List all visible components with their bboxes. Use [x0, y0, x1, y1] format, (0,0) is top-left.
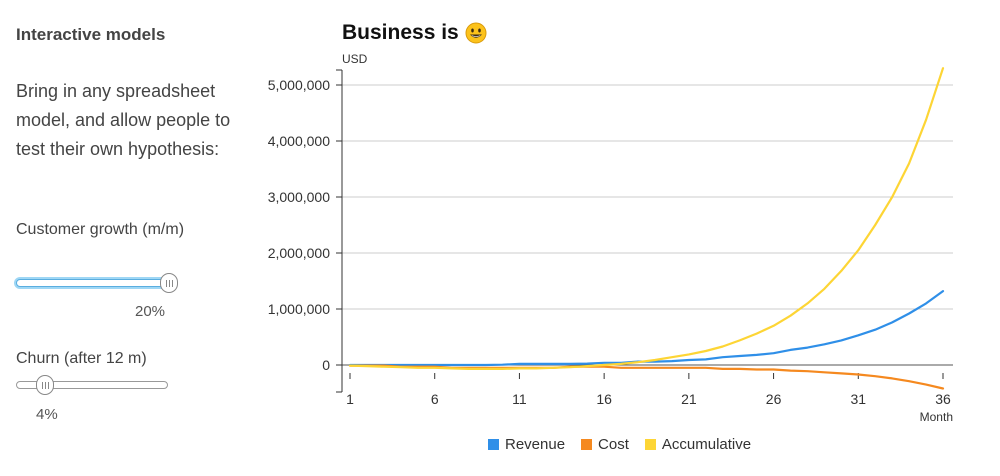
legend-swatch — [581, 439, 593, 450]
x-tick-label: 6 — [431, 391, 439, 407]
growth-slider-label: Customer growth (m/m) — [16, 221, 185, 238]
x-tick-label: 16 — [596, 391, 612, 407]
description-text: Bring in any spreadsheet model, and allo… — [16, 81, 231, 159]
x-tick-label: 11 — [512, 391, 527, 407]
legend-label: Accumulative — [661, 436, 752, 453]
y-tick-label: 1,000,000 — [268, 301, 330, 317]
chart-title: Business is — [342, 21, 487, 45]
legend-label: Revenue — [505, 436, 566, 453]
x-axis-label: Month — [920, 410, 953, 424]
legend-item-revenue: Revenue — [488, 436, 565, 453]
y-tick-label: 5,000,000 — [268, 77, 330, 93]
legend-swatch — [488, 439, 499, 450]
chart-title-text: Business is — [342, 21, 459, 44]
churn-slider-track[interactable] — [16, 381, 168, 389]
y-tick-label: 0 — [322, 357, 330, 373]
legend-label: Cost — [598, 436, 629, 453]
x-tick-label: 36 — [935, 391, 951, 407]
growth-value: 20% — [135, 303, 166, 320]
y-tick-label: 3,000,000 — [268, 189, 330, 205]
y-tick-label: 2,000,000 — [268, 245, 330, 261]
legend-item-cost: Cost — [581, 436, 629, 453]
legend-swatch — [644, 439, 656, 450]
series-line-revenue — [348, 290, 945, 367]
x-tick-label: 21 — [681, 391, 697, 407]
x-tick-label: 26 — [766, 391, 782, 407]
x-tick-label: 31 — [850, 391, 866, 407]
churn-slider-label: Churn (after 12 m) — [16, 350, 147, 367]
churn-slider-thumb[interactable] — [36, 375, 54, 395]
y-axis-label: USD — [342, 52, 368, 66]
y-tick-label: 4,000,000 — [268, 133, 330, 149]
x-tick-label: 1 — [346, 391, 354, 407]
chart-legend: Revenue Cost Accumulative — [488, 436, 751, 453]
section-title: Interactive models — [16, 25, 166, 44]
legend-item-accumulative: Accumulative — [644, 436, 752, 453]
churn-value: 4% — [36, 406, 58, 423]
smiley-icon — [465, 22, 487, 44]
series-line-accumulative — [348, 67, 945, 370]
growth-slider-thumb[interactable] — [160, 273, 178, 293]
